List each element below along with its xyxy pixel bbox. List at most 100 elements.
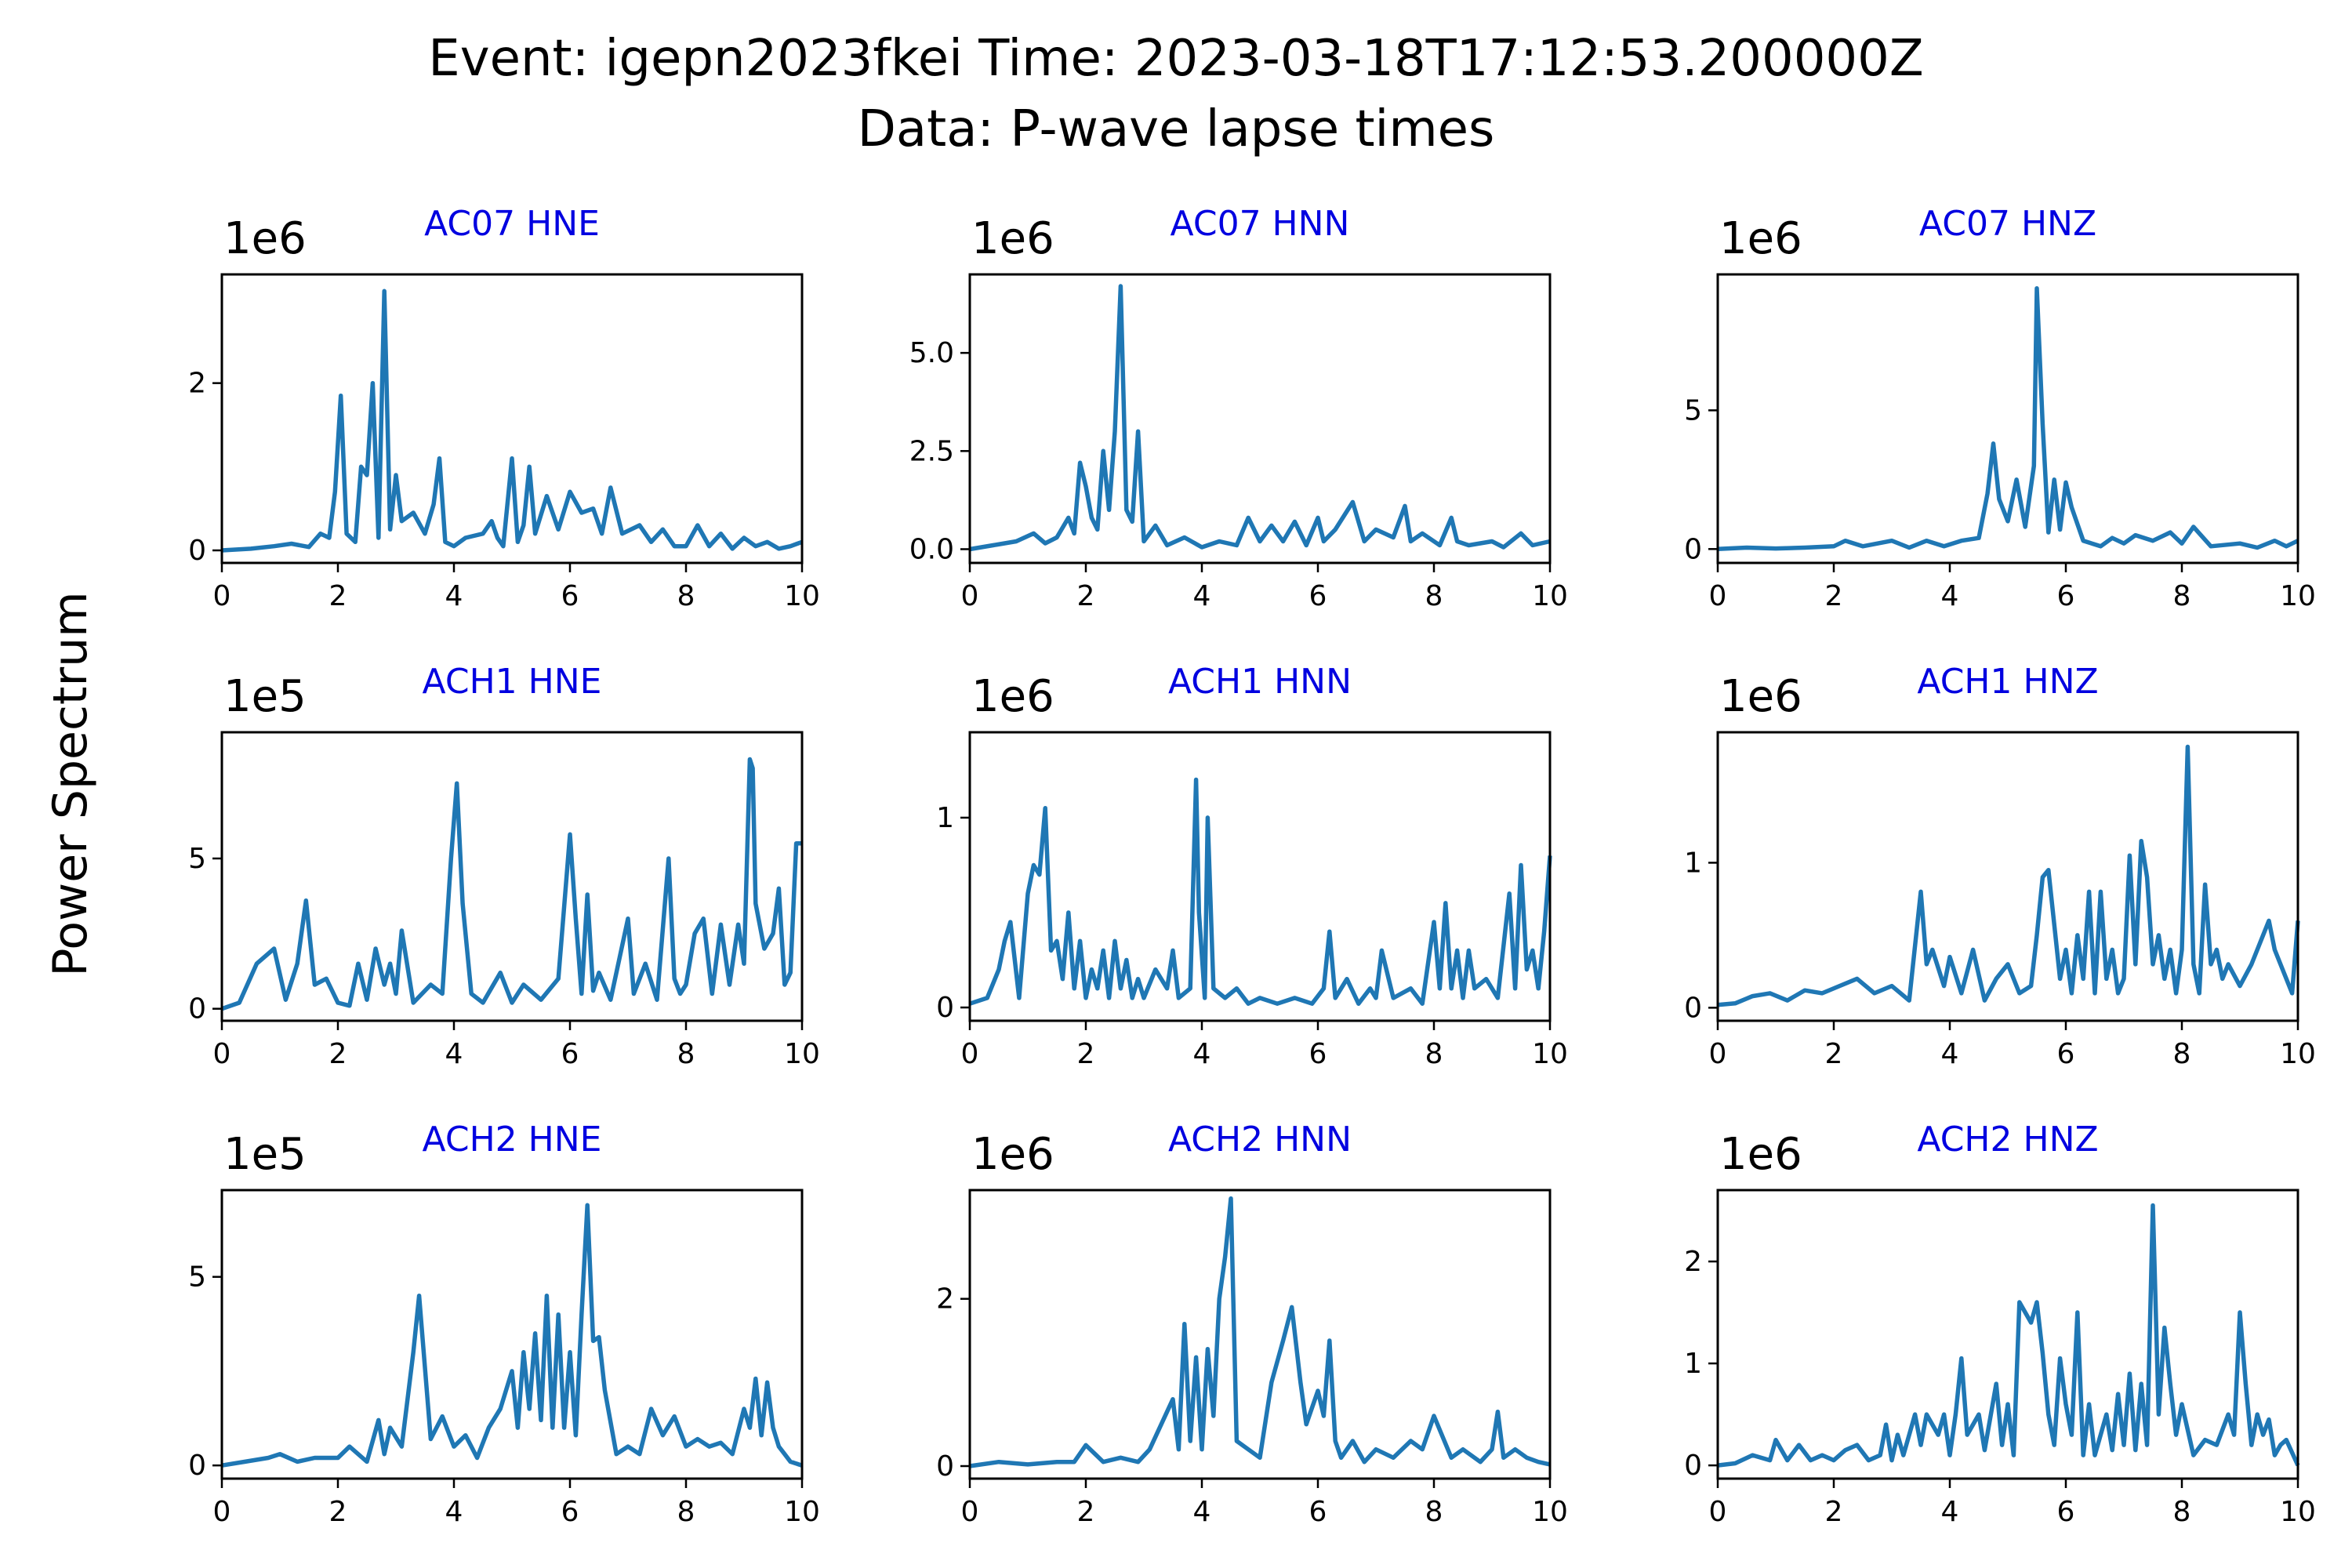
x-tick-label: 0	[961, 580, 979, 612]
subplot-title: ACH1 HNN	[1167, 662, 1352, 702]
y-tick-label: 2	[1684, 1246, 1702, 1278]
y-tick-label: 0.0	[909, 533, 954, 565]
x-tick-label: 10	[2280, 1496, 2316, 1528]
y-tick-label: 1	[936, 802, 954, 834]
y-tick-label: 0	[1684, 533, 1702, 565]
x-tick-label: 6	[561, 1038, 579, 1070]
x-tick-label: 0	[961, 1038, 979, 1070]
subplot: 0 2 4 6 8 10 0.0 2.5 5.0	[909, 273, 1568, 612]
x-tick-label: 2	[1077, 1496, 1095, 1528]
x-tick-label: 10	[2280, 580, 2316, 612]
y-tick-label: 0	[936, 1450, 954, 1483]
y-tick-label: 5	[188, 843, 206, 875]
series-line	[1717, 1203, 2300, 1468]
y-tick-label: 2	[188, 368, 206, 400]
x-tick-label: 8	[677, 580, 695, 612]
x-tick-label: 4	[1941, 1496, 1959, 1528]
subplot: 0 2 4 6 8 10 0 5	[188, 731, 820, 1070]
y-tick-label: 0	[188, 1450, 206, 1482]
x-tick-label: 2	[1825, 1038, 1843, 1070]
series-line	[221, 1203, 803, 1468]
figure-title: Event: igepn2023fkei Time: 2023-03-18T17…	[0, 24, 2352, 165]
x-tick-label: 2	[329, 1038, 347, 1070]
axis-offset-label: 1e6	[1719, 671, 1802, 722]
series-line	[221, 289, 803, 553]
series-line	[1717, 285, 2299, 552]
subplot: 0 2 4 6 8 10 0 5	[188, 1189, 820, 1528]
subplot: 0 2 4 6 8 10 0 2	[188, 273, 820, 612]
figure-title-line2: Data: P-wave lapse times	[857, 100, 1495, 158]
subplot-title: ACH2 HNZ	[1917, 1120, 2099, 1160]
axes-frame	[1716, 731, 2299, 1022]
x-tick-label: 6	[561, 1496, 579, 1528]
axes-frame	[220, 731, 804, 1022]
x-tick-label: 10	[2280, 1038, 2316, 1070]
axis-offset-label: 1e6	[1719, 1129, 1802, 1180]
axis-offset-label: 1e5	[223, 1129, 307, 1180]
x-tick-label: 2	[329, 1496, 347, 1528]
x-tick-label: 10	[784, 580, 820, 612]
x-tick-label: 8	[1425, 580, 1443, 612]
x-tick-label: 10	[1532, 1038, 1568, 1070]
y-tick-label: 0	[188, 993, 206, 1025]
series-line	[221, 757, 802, 1011]
x-tick-label: 0	[1709, 1496, 1727, 1528]
axes-frame	[1716, 1189, 2299, 1480]
x-tick-label: 4	[1193, 1038, 1211, 1070]
y-tick-label: 5.0	[909, 337, 954, 369]
x-tick-label: 2	[1077, 1038, 1095, 1070]
subplot: 0 2 4 6 8 10 0 1 2	[1684, 1189, 2316, 1528]
x-tick-label: 4	[1941, 1038, 1959, 1070]
series-line	[969, 284, 1551, 552]
x-tick-label: 0	[213, 580, 231, 612]
y-tick-label: 0	[188, 535, 206, 567]
x-tick-label: 10	[784, 1038, 820, 1070]
x-tick-label: 4	[1941, 580, 1959, 612]
subplot-title: ACH2 HNE	[422, 1120, 602, 1160]
figure-title-line1: Event: igepn2023fkei Time: 2023-03-18T17…	[428, 30, 1924, 88]
x-tick-label: 6	[561, 580, 579, 612]
series-line	[969, 1196, 1551, 1468]
x-tick-label: 6	[2057, 1038, 2075, 1070]
axis-offset-label: 1e6	[971, 671, 1054, 722]
y-tick-label: 2.5	[909, 435, 954, 467]
y-tick-label: 1	[1684, 847, 1702, 879]
axis-offset-label: 1e6	[971, 213, 1054, 264]
y-tick-label: 0	[1684, 992, 1702, 1024]
subplot-title: AC07 HNE	[424, 204, 600, 244]
x-tick-label: 6	[2057, 580, 2075, 612]
series-line	[1717, 744, 2300, 1007]
y-tick-label: 5	[188, 1261, 206, 1294]
x-tick-label: 6	[1309, 580, 1327, 612]
x-tick-label: 0	[1709, 1038, 1727, 1070]
x-tick-label: 8	[677, 1496, 695, 1528]
y-tick-label: 5	[1684, 394, 1702, 426]
x-tick-label: 4	[1193, 1496, 1211, 1528]
x-tick-label: 0	[961, 1496, 979, 1528]
axis-offset-label: 1e6	[1719, 213, 1802, 264]
axis-offset-label: 1e6	[971, 1129, 1054, 1180]
axis-offset-label: 1e5	[223, 671, 307, 722]
x-tick-label: 8	[677, 1038, 695, 1070]
x-tick-label: 2	[1825, 580, 1843, 612]
axes-frame	[1716, 273, 2299, 564]
x-tick-label: 4	[445, 1496, 463, 1528]
y-tick-label: 1	[1684, 1348, 1702, 1380]
axis-offset-label: 1e6	[223, 213, 307, 264]
x-tick-label: 0	[213, 1038, 231, 1070]
x-tick-label: 2	[329, 580, 347, 612]
x-tick-label: 4	[1193, 580, 1211, 612]
x-tick-label: 8	[2173, 1038, 2191, 1070]
x-tick-label: 6	[2057, 1496, 2075, 1528]
y-tick-label: 0	[936, 992, 954, 1024]
x-tick-label: 2	[1077, 580, 1095, 612]
axes-frame	[220, 273, 804, 564]
x-tick-label: 6	[1309, 1038, 1327, 1070]
axes-frame	[968, 731, 1552, 1022]
x-tick-label: 8	[1425, 1496, 1443, 1528]
x-tick-label: 8	[2173, 1496, 2191, 1528]
axes-frame	[220, 1189, 804, 1480]
subplot-title: AC07 HNN	[1170, 204, 1350, 244]
x-tick-label: 0	[1709, 580, 1727, 612]
